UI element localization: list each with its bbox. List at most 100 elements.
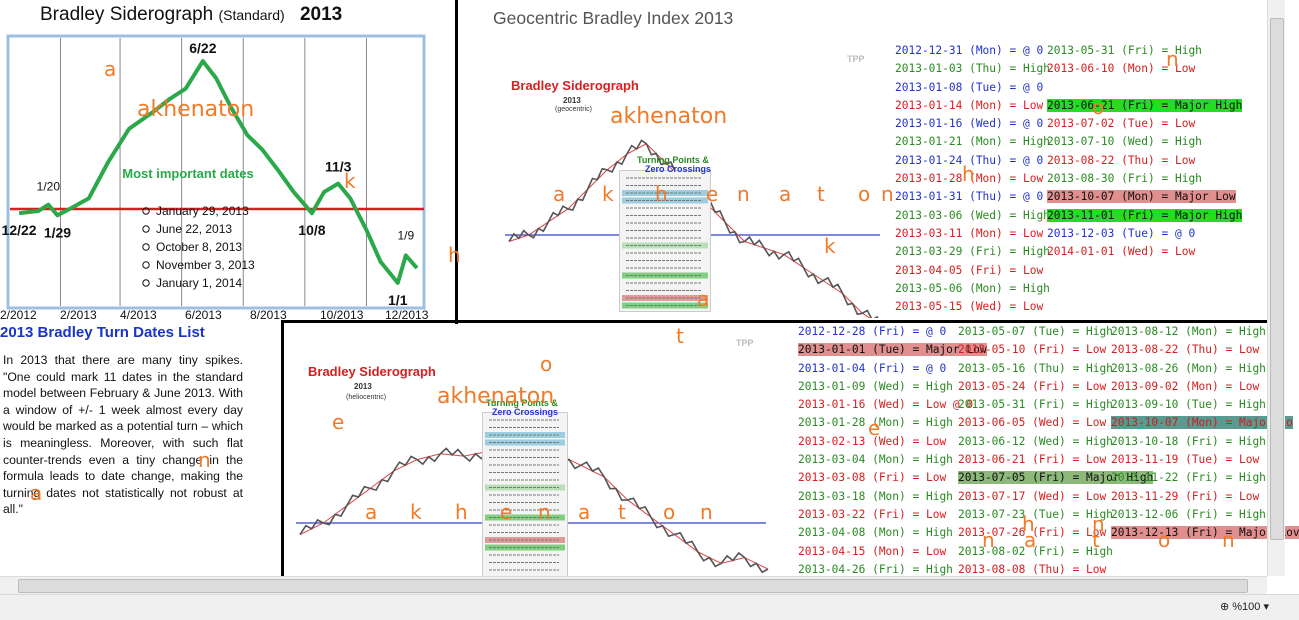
watermark-text: t <box>1092 528 1100 552</box>
watermark-text: akhenaton <box>137 97 255 122</box>
turn-date-item: 2013-09-10 (Tue) = High <box>1111 396 1299 414</box>
helio-mini-title: Bradley Siderograph <box>308 364 436 379</box>
turn-date-text: 2013-05-31 (Fri) = High <box>958 398 1113 412</box>
turn-date-text: 2013-07-17 (Wed) = Low <box>958 489 1107 503</box>
watermark-text: a <box>104 57 117 81</box>
turn-date-text: 2013-01-03 (Thu) = High <box>895 62 1050 76</box>
turn-date-text: 2013-01-24 (Thu) = @ 0 <box>895 153 1044 167</box>
turn-date-text: 2013-05-15 (Wed) = Low <box>895 300 1044 314</box>
vertical-scrollbar[interactable] <box>1267 0 1285 576</box>
turn-date-item: 2013-08-02 (Fri) = High <box>958 543 1153 561</box>
turn-date-text: 2013-01-16 (Wed) = @ 0 <box>895 117 1044 131</box>
zoom-icon: ⊕ <box>1220 601 1233 613</box>
turn-date-item: 2013-01-09 (Wed) = High <box>798 378 987 396</box>
turn-date-text: 2013-11-01 (Fri) = Major High <box>1047 208 1243 222</box>
turn-date-text: 2013-01-09 (Wed) = High <box>798 379 953 393</box>
watermark-text: k <box>410 500 422 524</box>
turn-date-item: 2013-11-19 (Tue) = Low <box>1111 451 1299 469</box>
turn-date-item: 2013-05-31 (Fri) = High <box>1047 42 1242 60</box>
turn-date-text: 2012-12-31 (Mon) = @ 0 <box>895 44 1044 57</box>
turn-date-item: 2013-07-10 (Wed) = High <box>1047 133 1242 151</box>
turn-date-item: 2013-07-23 (Tue) = High <box>958 506 1153 524</box>
turn-date-text: 2013-07-02 (Tue) = Low <box>1047 117 1196 131</box>
turn-date-text: 2013-04-15 (Mon) = Low <box>798 544 947 558</box>
turn-date-item: 2012-12-28 (Fri) = @ 0 <box>798 323 987 341</box>
turn-date-text: 2013-03-04 (Mon) = High <box>798 453 953 467</box>
standard-annotation: Most important dates <box>122 166 253 181</box>
geo-mini-title: Bradley Siderograph <box>511 78 639 93</box>
turn-date-item: 2013-01-21 (Mon) = High <box>895 133 1050 151</box>
watermark-text: a <box>779 182 792 206</box>
x-tick-label: 2/2012 <box>0 308 37 322</box>
turn-date-item: 2013-12-13 (Fri) = Major Lov <box>1111 524 1299 542</box>
watermark-text: o <box>540 352 553 376</box>
important-date-item: November 3, 2013 <box>156 258 255 272</box>
x-tick-label: 12/2013 <box>385 308 429 322</box>
watermark-text: t <box>817 182 825 206</box>
horizontal-scrollbar-thumb[interactable] <box>18 579 1248 593</box>
turn-date-item: 2013-03-08 (Fri) = Low <box>798 469 987 487</box>
turn-date-text: 2013-08-12 (Mon) = High <box>1111 325 1266 338</box>
standard-series-line <box>18 59 419 285</box>
watermark-text: o <box>1158 528 1171 552</box>
turn-date-item: 2013-08-30 (Fri) = High <box>1047 170 1242 188</box>
watermark-text: o <box>1092 95 1105 119</box>
turn-date-item: 2013-10-18 (Fri) = High <box>1111 433 1299 451</box>
turn-date-item: 2013-12-06 (Fri) = High <box>1111 506 1299 524</box>
watermark-text: n <box>1092 512 1105 536</box>
watermark-text: h <box>455 500 468 524</box>
turn-date-item: 2013-06-12 (Wed) = High <box>958 433 1153 451</box>
watermark-text: k <box>602 182 614 206</box>
chart-title-text: Bradley Siderograph <box>40 4 214 25</box>
turn-date-item: 2013-01-01 (Tue) = Major Low <box>798 341 987 359</box>
watermark-text: h <box>1022 512 1035 536</box>
turn-date-item: 2013-07-26 (Fri) = Low <box>958 524 1153 542</box>
turn-date-text: 2013-09-10 (Tue) = High <box>1111 398 1266 412</box>
turn-date-text: 2013-01-28 (Mon) = High <box>798 416 953 430</box>
watermark-text: a <box>365 500 378 524</box>
watermark-text: e <box>706 182 719 206</box>
turn-date-text: 2013-03-11 (Mon) = Low <box>895 226 1044 240</box>
turn-date-item: 2013-08-12 (Mon) = High <box>1111 323 1299 341</box>
watermark-text: n <box>198 448 211 472</box>
horizontal-scrollbar[interactable] <box>0 576 1267 594</box>
turn-date-text: 2013-01-16 (Wed) = Low @ 0 <box>798 398 974 412</box>
turn-date-item: 2013-01-04 (Fri) = @ 0 <box>798 360 987 378</box>
turn-date-text: 2013-08-02 (Fri) = High <box>958 544 1113 558</box>
helio-tpp-logo: TPP <box>736 338 754 348</box>
zoom-control[interactable]: ⊕ %100 ▾ <box>1220 600 1269 613</box>
watermark-text: a <box>1024 528 1037 552</box>
turn-date-item: 2013-04-26 (Fri) = High <box>798 561 987 579</box>
geo-tp-rows-svg <box>622 177 708 309</box>
turn-date-text: 2013-06-10 (Mon) = Low <box>1047 62 1196 76</box>
standard-point-label: 12/22 <box>2 222 37 238</box>
turn-date-text: 2013-07-23 (Tue) = High <box>958 507 1113 521</box>
turn-date-text: 2013-03-22 (Fri) = Low <box>798 507 947 521</box>
turn-date-text: 2013-08-26 (Mon) = High <box>1111 361 1266 375</box>
turn-date-text: 2013-01-08 (Tue) = @ 0 <box>895 80 1044 94</box>
helio-turning-points-table <box>482 412 568 576</box>
watermark-text: h <box>655 182 668 206</box>
zoom-level: %100 <box>1232 601 1261 613</box>
vertical-scrollbar-thumb[interactable] <box>1270 18 1284 540</box>
turn-date-text: 2013-05-10 (Fri) = Low <box>958 343 1107 357</box>
x-tick-label: 10/2013 <box>320 308 364 322</box>
turn-date-item: 2013-11-22 (Fri) = High <box>1111 469 1299 487</box>
watermark-text: n <box>538 500 551 524</box>
turn-date-item: 2013-01-14 (Mon) = Low <box>895 97 1050 115</box>
turn-date-item: 2013-10-07 (Mon) = Major Low <box>1047 188 1242 206</box>
geocentric-title: Geocentric Bradley Index 2013 <box>493 8 734 28</box>
turn-date-text: 2013-01-31 (Thu) = @ 0 <box>895 190 1044 204</box>
bullet-icon <box>142 225 150 233</box>
turn-date-text: 2013-12-13 (Fri) = Major Lov <box>1111 526 1299 540</box>
geocentric-dates-col1: 2012-12-31 (Mon) = @ 0 2013-01-03 (Thu) =… <box>895 42 1050 316</box>
turn-date-item: 2013-07-17 (Wed) = Low <box>958 488 1153 506</box>
geo-tp-head1: Turning Points & <box>637 155 709 165</box>
turn-date-text: 2013-04-26 (Fri) = High <box>798 562 953 576</box>
geocentric-dates-col2: 2013-05-31 (Fri) = High 2013-06-10 (Mon) … <box>1047 42 1243 262</box>
turn-date-item: 2014-01-01 (Wed) = Low <box>1047 243 1242 261</box>
turn-date-text: 2013-10-07 (Mon) = Major Lo <box>1111 416 1293 430</box>
turn-date-item: 2013-04-05 (Fri) = Low <box>895 262 1050 280</box>
turn-date-item: 2013-06-05 (Wed) = Low <box>958 414 1153 432</box>
geo-tp-head2: Zero Crossings <box>645 164 712 174</box>
